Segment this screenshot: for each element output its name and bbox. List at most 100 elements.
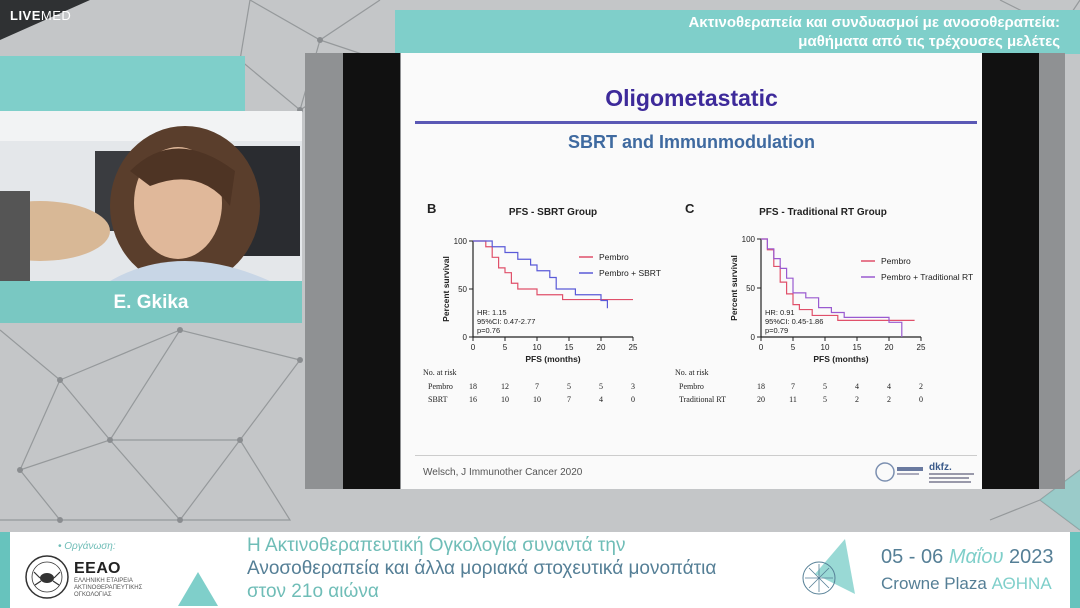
x-axis-label: PFS (months) (813, 354, 868, 364)
x-tick-label: 0 (471, 343, 476, 352)
slide-footer-rule (415, 455, 977, 456)
x-tick-label: 0 (759, 343, 764, 352)
slide-title-rule (415, 121, 977, 124)
risk-value: 10 (533, 395, 541, 403)
conference-title: Η Ακτινοθεραπευτική Ογκολογία συναντά τη… (247, 535, 717, 602)
conference-dates: 05 - 06 Μαΐου 2023 (881, 546, 1054, 568)
risk-table-label: No. at risk (423, 368, 457, 377)
risk-value: 5 (599, 382, 603, 391)
slide-subtitle: SBRT and Immunmodulation (568, 132, 815, 152)
chart-title: PFS - Traditional RT Group (759, 207, 887, 218)
legend-label: Pembro + Traditional RT (881, 272, 973, 282)
stat-label: HR: 1.15 (477, 308, 507, 317)
risk-value: 2 (887, 395, 891, 403)
y-tick-label: 100 (742, 235, 756, 244)
x-tick-label: 5 (503, 343, 508, 352)
legend-label: Pembro (599, 252, 629, 262)
y-tick-label: 50 (746, 284, 755, 293)
x-tick-label: 5 (791, 343, 796, 352)
stat-label: HR: 0.91 (765, 308, 795, 317)
x-tick-label: 10 (821, 343, 830, 352)
x-tick-label: 10 (533, 343, 542, 352)
risk-value: 20 (757, 395, 765, 403)
screen-pillarbox-left (343, 53, 400, 489)
risk-value: 18 (469, 382, 477, 391)
left-accent-bar (0, 56, 245, 111)
stat-label: p=0.76 (477, 326, 500, 335)
risk-value: 12 (501, 382, 509, 391)
organizer-name: ΕΕΑΟ (74, 560, 121, 577)
series-line-1 (473, 240, 608, 309)
stat-label: 95%CI: 0.45-1.86 (765, 317, 823, 326)
risk-value: 4 (887, 382, 891, 391)
banner-accent-right (1070, 532, 1080, 608)
risk-value: 18 (757, 382, 765, 391)
dkfz-logo: dkfz. (929, 462, 952, 473)
risk-value: 5 (567, 382, 571, 391)
screen-pillarbox-right (982, 53, 1039, 489)
session-title: Ακτινοθεραπεία και συνδυασμοί με ανοσοθε… (688, 14, 1060, 50)
risk-value: 5 (823, 395, 827, 403)
organizer-description: ΕΛΛΗΝΙΚΗ ΕΤΑΙΡΕΙΑ ΑΚΤΙΝΟΘΕΡΑΠΕΥΤΙΚΗΣ ΟΓΚ… (74, 578, 143, 598)
x-tick-label: 20 (597, 343, 606, 352)
y-tick-label: 0 (463, 333, 468, 342)
conference-venue: Crowne Plaza ΑΘΗΝΑ (881, 574, 1052, 593)
x-tick-label: 25 (917, 343, 926, 352)
risk-row-name: SBRT (428, 395, 448, 403)
risk-value: 7 (535, 382, 539, 391)
institution-logos: dkfz. (871, 458, 981, 488)
speaker-webcam (0, 111, 302, 281)
x-axis-label: PFS (months) (525, 354, 580, 364)
risk-row-name: Pembro (679, 382, 704, 391)
legend-label: Pembro + SBRT (599, 268, 661, 278)
risk-value: 0 (919, 395, 923, 403)
y-tick-label: 50 (458, 285, 467, 294)
x-tick-label: 20 (885, 343, 894, 352)
series-line-1 (761, 238, 903, 337)
livemed-logo: LIVEMED (10, 8, 72, 23)
banner-accent-left (0, 532, 10, 608)
risk-value: 7 (567, 395, 571, 403)
eeao-crab-icon (25, 555, 69, 599)
panel-letter: C (685, 201, 695, 216)
y-axis-label: Percent survival (441, 256, 451, 322)
risk-value: 0 (631, 395, 635, 403)
panel-letter: B (427, 201, 436, 216)
risk-table-label: No. at risk (675, 368, 709, 377)
risk-row-name: Pembro (428, 382, 453, 391)
conference-emblem-icon (802, 539, 855, 595)
x-tick-label: 15 (853, 343, 862, 352)
risk-row-name: Traditional RT (679, 395, 726, 403)
conference-banner: • Οργάνωση: ΕΕΑΟ ΕΛΛΗΝΙΚΗ ΕΤΑΙΡΕΙΑ ΑΚΤΙΝ… (0, 532, 1080, 608)
risk-value: 7 (791, 382, 795, 391)
slide-title: Oligometastatic (605, 85, 778, 111)
risk-value: 10 (501, 395, 509, 403)
speaker-name: E. Gkika (113, 292, 189, 313)
risk-value: 5 (823, 382, 827, 391)
risk-value: 16 (469, 395, 477, 403)
triangle-decoration-icon (178, 572, 218, 606)
risk-value: 4 (855, 382, 859, 391)
risk-value: 11 (789, 395, 797, 403)
risk-value: 4 (599, 395, 603, 403)
y-axis-label: Percent survival (729, 255, 739, 321)
presentation-slide: Oligometastatic SBRT and Immunmodulation… (401, 53, 982, 489)
series-line-0 (473, 240, 633, 301)
slide-citation: Welsch, J Immunother Cancer 2020 (423, 467, 583, 478)
risk-value: 3 (631, 382, 635, 391)
speaker-name-bar: E. Gkika (0, 281, 302, 323)
legend-label: Pembro (881, 256, 911, 266)
y-tick-label: 0 (751, 333, 756, 342)
stat-label: 95%CI: 0.47-2.77 (477, 317, 535, 326)
y-tick-label: 100 (454, 237, 468, 246)
risk-value: 2 (855, 395, 859, 403)
organizer-label: • Οργάνωση: (58, 541, 116, 552)
x-tick-label: 15 (565, 343, 574, 352)
stat-label: p=0.79 (765, 326, 788, 335)
chart-title: PFS - SBRT Group (509, 207, 597, 218)
session-title-bar: Ακτινοθεραπεία και συνδυασμοί με ανοσοθε… (395, 10, 1080, 54)
x-tick-label: 25 (629, 343, 638, 352)
risk-value: 2 (919, 382, 923, 391)
